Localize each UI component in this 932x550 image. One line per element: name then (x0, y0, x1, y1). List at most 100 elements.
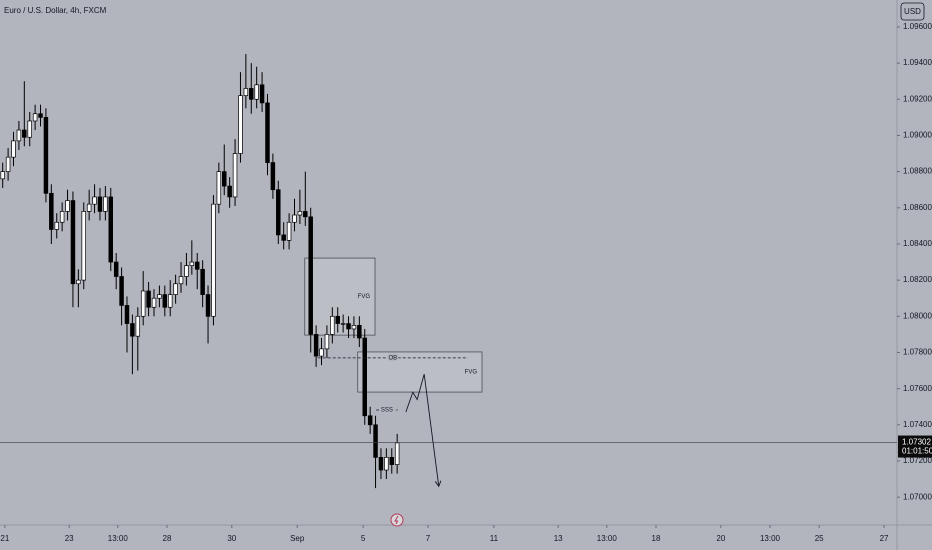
candle-body (22, 129, 27, 138)
level-label: OB (389, 355, 398, 361)
candle-body (232, 153, 238, 198)
y-tick-label: 1.08800 (903, 167, 932, 176)
x-tick-label: 27 (880, 534, 889, 543)
candle-body (200, 268, 205, 295)
candle-body (367, 415, 373, 426)
candle-body (167, 294, 173, 308)
x-tick-label: 28 (163, 534, 172, 543)
candle-body (189, 261, 195, 267)
candle-body (81, 211, 86, 281)
candle-body (362, 337, 367, 417)
last-price-box (898, 435, 932, 458)
candle-body (54, 221, 59, 230)
x-tick-label: 30 (227, 534, 236, 543)
zone-label: FVG (465, 370, 478, 376)
x-tick-label: 21 (0, 534, 9, 543)
y-tick-label: 1.07000 (903, 492, 932, 501)
candle-body (151, 297, 157, 308)
candle-body (76, 279, 81, 285)
candle-body (330, 315, 335, 335)
candle-body (357, 324, 362, 339)
currency-box[interactable] (900, 2, 925, 21)
y-tick-label: 1.07800 (903, 348, 932, 357)
candle-body (92, 196, 97, 205)
candle-body (216, 171, 222, 205)
candle-body (303, 211, 308, 218)
candle-body (27, 120, 32, 138)
y-tick-label: 1.08000 (903, 311, 932, 320)
y-tick-label: 1.07400 (903, 420, 932, 429)
candle-body (394, 442, 400, 465)
candle-body (157, 294, 162, 299)
candle-body (205, 294, 211, 317)
candle-body (86, 203, 92, 212)
candle-body (222, 171, 227, 187)
candle-body (194, 261, 200, 270)
candle-body (211, 203, 216, 317)
y-tick-label: 1.08200 (903, 275, 932, 284)
candle-body (108, 196, 114, 263)
candle-body (135, 315, 141, 337)
y-tick-label: 1.09400 (903, 58, 932, 67)
y-tick-label: 1.07200 (903, 456, 932, 465)
candle-body (335, 315, 340, 324)
candle-body (265, 102, 270, 163)
x-tick-label: 5 (361, 534, 366, 543)
projection-arrowhead (434, 480, 442, 488)
zone-label: FVG (358, 294, 371, 300)
candle-body (59, 211, 65, 223)
candle-body (113, 261, 119, 277)
y-tick-label: 1.09000 (903, 131, 932, 140)
x-tick-label: 13:00 (597, 534, 618, 543)
candle-body (32, 113, 38, 122)
x-tick-label: Sep (290, 534, 305, 543)
candle-body (243, 88, 249, 97)
x-tick-label: 20 (716, 534, 725, 543)
x-tick-label: 25 (815, 534, 824, 543)
candle-body (281, 234, 286, 241)
candle-body (378, 457, 384, 471)
projection-path (405, 374, 440, 487)
candle-body (184, 265, 189, 277)
x-tick-label: 13 (554, 534, 563, 543)
candle-body (178, 276, 184, 285)
candle-body (43, 117, 49, 194)
x-tick-label: 23 (65, 534, 74, 543)
candle-body (124, 305, 130, 324)
candle-body (5, 156, 11, 172)
y-tick-label: 1.09600 (903, 22, 932, 31)
x-tick-label: 7 (426, 534, 431, 543)
last-price-label: 1.07302 (902, 438, 931, 447)
candle-body (254, 84, 259, 100)
candle-body (227, 185, 232, 198)
candle-body (249, 88, 254, 100)
candle-body (351, 324, 357, 330)
y-tick-label: 1.08400 (903, 239, 932, 248)
candle-body (38, 113, 43, 118)
candle-body (276, 189, 281, 236)
candle-body (286, 221, 292, 241)
candle-body (49, 192, 54, 230)
candle-body (16, 129, 22, 142)
candle-body (0, 171, 5, 180)
candle-body (70, 200, 76, 285)
candle-body (389, 457, 395, 465)
candle-body (270, 162, 276, 191)
level-label: SSS (381, 408, 393, 414)
candle-body (173, 283, 178, 295)
alert-icon[interactable] (390, 513, 404, 527)
candle-body (146, 290, 151, 308)
candle-body (373, 424, 378, 458)
currency[interactable]: USD (904, 7, 921, 16)
chart-title: Euro / U.S. Dollar, 4h, FXCM (4, 6, 107, 15)
x-tick-label: 11 (490, 534, 499, 543)
candle-body (97, 196, 103, 212)
y-tick-label: 1.08600 (903, 203, 932, 212)
candle-body (259, 84, 265, 104)
fvg-zone (357, 351, 483, 393)
candle-body (324, 334, 330, 350)
candle-body (297, 211, 303, 216)
candle-body (119, 276, 124, 306)
